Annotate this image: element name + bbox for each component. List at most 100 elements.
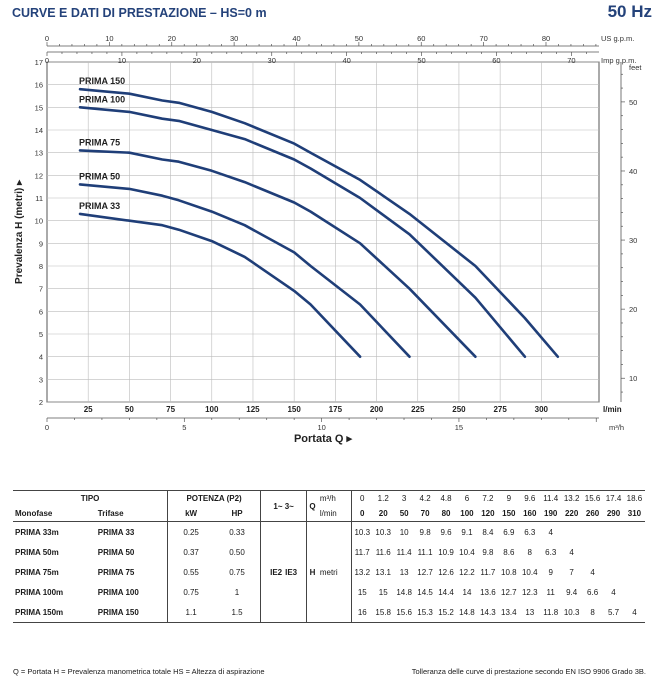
x-tick-label: 150: [287, 405, 301, 414]
head-value: 10.4: [521, 567, 538, 577]
x-tick-label: 100: [205, 405, 219, 414]
trifase-model: PRIMA 100: [97, 587, 139, 597]
y-tick-label: 8: [39, 262, 43, 271]
q-value: 290: [606, 509, 621, 518]
m3h-unit: m³/h: [609, 423, 624, 432]
kw-header: kW: [167, 506, 215, 522]
head-value: 6.3: [545, 547, 557, 557]
head-value: 13.6: [480, 587, 496, 597]
power-hp: 1: [234, 587, 240, 597]
monofase-model: PRIMA 33m: [13, 521, 96, 542]
power-hp: 0.50: [229, 547, 245, 557]
head-value: 4: [611, 587, 616, 597]
x-tick-label: 50: [125, 405, 134, 414]
head-value: 9.8: [419, 527, 431, 537]
m3h-unit: m³/h: [317, 490, 352, 506]
x-tick-label: 250: [452, 405, 466, 414]
head-value: 11.1: [417, 547, 433, 557]
power-hp: 0.75: [229, 567, 245, 577]
trifase-model: PRIMA 75: [97, 567, 135, 577]
head-value: 14: [462, 587, 472, 597]
power-hp: 0.33: [214, 521, 261, 542]
trifase-model: PRIMA 33: [95, 521, 168, 542]
q-value: 70: [420, 509, 430, 518]
q-value: 50: [399, 509, 409, 518]
monofase-model: PRIMA 150m: [13, 602, 96, 623]
q-value: 20: [378, 509, 388, 518]
y-tick-label: 9: [39, 239, 43, 248]
q-value: 310: [627, 509, 642, 518]
feet-tick-label: 10: [629, 374, 637, 383]
head-value: 15.8: [375, 607, 391, 617]
feet-tick-label: 30: [629, 236, 637, 245]
y-axis-title: Prevalenza H (metri) ▸: [14, 179, 25, 284]
y-tick-label: 15: [35, 103, 43, 112]
q-value: 6: [464, 494, 470, 503]
potenza-header: POTENZA (P2): [167, 490, 261, 506]
q-value: 120: [481, 509, 495, 518]
head-value: 11.6: [375, 547, 391, 557]
head-value: 6.3: [524, 527, 536, 537]
q-value: 220: [564, 509, 579, 518]
y-tick-label: 5: [39, 330, 43, 339]
head-value: 13: [399, 567, 409, 577]
head-value: 12.6: [438, 567, 454, 577]
head-value: 8: [590, 607, 595, 617]
feet-tick-label: 50: [629, 98, 637, 107]
curve-label: PRIMA 100: [79, 94, 125, 104]
x-tick-label: 300: [535, 405, 549, 414]
ie2-label: IE2: [270, 567, 283, 577]
impgpm-tick-label: 60: [492, 56, 500, 65]
head-value: [624, 588, 645, 597]
head-value: [624, 548, 645, 557]
head-value: 13: [525, 607, 535, 617]
y-tick-label: 14: [35, 126, 43, 135]
head-value: 4: [569, 547, 574, 557]
impgpm-tick-label: 40: [342, 56, 350, 65]
q-value: 3: [401, 494, 407, 503]
curve-prima-75: [78, 149, 477, 358]
head-value: 9.4: [566, 587, 578, 597]
y-tick-label: 17: [35, 58, 43, 67]
head-value: 9.8: [482, 547, 494, 557]
q-value: 15.6: [584, 494, 601, 503]
head-value: 12.2: [459, 567, 475, 577]
q-header: Q: [306, 490, 318, 522]
chart-curves: [78, 87, 560, 358]
feet-unit: feet: [629, 63, 642, 72]
head-value: 12.7: [417, 567, 433, 577]
q-value: 260: [585, 509, 600, 518]
y-tick-label: 16: [35, 81, 43, 90]
table-row: PRIMA 50m PRIMA 50 0.37 0.50 11.7 11.6 11.4 11.…: [13, 542, 645, 562]
head-value: 8.6: [503, 547, 515, 557]
y-tick-label: 10: [35, 217, 43, 226]
q-value: 0: [360, 509, 365, 518]
impgpm-tick-label: 10: [118, 56, 126, 65]
q-value: 0: [360, 494, 365, 503]
q-value: 9: [506, 494, 512, 503]
q-value: 100: [460, 509, 474, 518]
head-value: 13.1: [375, 567, 391, 577]
q-value: 4.8: [440, 494, 452, 503]
head-value: 16: [357, 607, 367, 617]
curve-label: PRIMA 75: [79, 137, 120, 147]
table-row: PRIMA 75m PRIMA 75 0.55 0.75 13.2 13.1 13 12.7 1…: [13, 562, 645, 582]
q-lmin-row: 0 20 50 70 80 100 120 150 160 190 220 260 290 310: [350, 506, 645, 522]
q-value: 160: [523, 509, 537, 518]
ie3-label: IE3: [285, 567, 298, 577]
y-tick-label: 4: [39, 353, 43, 362]
head-value: 4: [590, 567, 595, 577]
impgpm-tick-label: 0: [45, 56, 49, 65]
head-value: 13.2: [354, 567, 371, 577]
q-value: 190: [544, 509, 558, 518]
y-tick-label: 13: [35, 149, 43, 158]
x-tick-label: 275: [493, 405, 507, 414]
x-axis-title: Portata Q ▸: [294, 433, 353, 445]
head-value: 7: [569, 567, 574, 577]
curve-prima-100: [78, 106, 527, 358]
head-value: 8: [527, 547, 532, 557]
trifase-header: Trifase: [97, 509, 124, 518]
usgpm-tick-label: 80: [542, 34, 550, 43]
y-tick-label: 12: [35, 171, 43, 180]
